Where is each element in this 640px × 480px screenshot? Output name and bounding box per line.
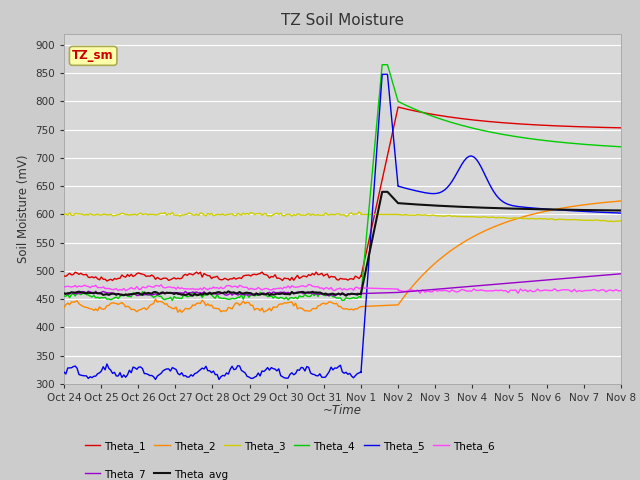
Y-axis label: Soil Moisture (mV): Soil Moisture (mV) [17,155,29,263]
Title: TZ Soil Moisture: TZ Soil Moisture [281,13,404,28]
Text: TZ_sm: TZ_sm [72,49,114,62]
X-axis label: ~Time: ~Time [323,405,362,418]
Legend: Theta_7, Theta_avg: Theta_7, Theta_avg [81,465,232,480]
